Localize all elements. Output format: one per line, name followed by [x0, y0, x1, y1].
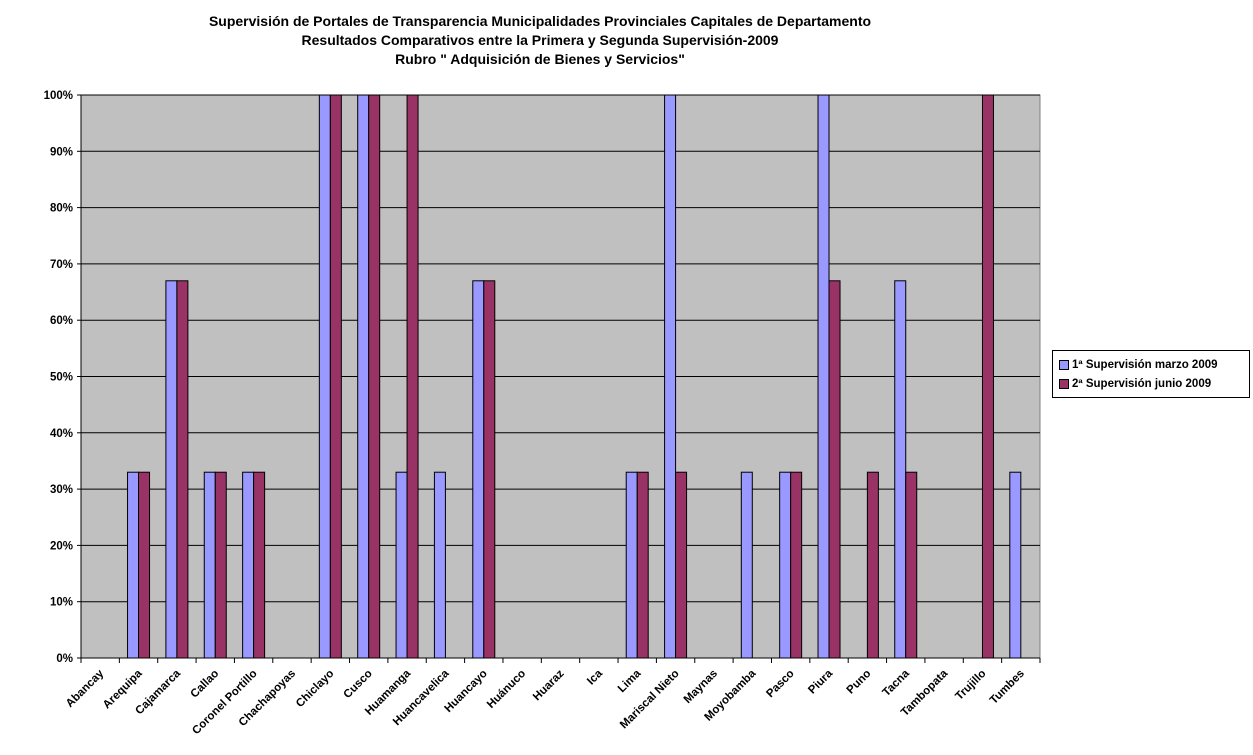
y-tick-label: 30%: [50, 484, 73, 496]
bar-2-cajamarca: [176, 280, 189, 659]
bar-1-huamanga: [395, 471, 408, 659]
y-tick-label: 10%: [50, 597, 73, 609]
chart-title-line-2: Resultados Comparativos entre la Primera…: [301, 32, 779, 48]
bar-2-piura: [828, 280, 841, 659]
legend-swatch-series-2: [1059, 378, 1069, 389]
x-tick-label: Callao: [188, 668, 221, 701]
x-tick-label: Ica: [585, 667, 605, 687]
y-tick-label: 70%: [50, 259, 73, 271]
bar-2-tacna: [905, 471, 918, 659]
bar-2-chiclayo: [329, 94, 342, 659]
bar-1-tacna: [894, 280, 907, 659]
x-tick-label: Puno: [845, 668, 874, 697]
x-tick-label: Lima: [616, 667, 644, 695]
x-tick-label: Huánuco: [485, 668, 528, 711]
y-tick-label: 40%: [50, 428, 73, 440]
y-tick-label: 50%: [50, 372, 73, 384]
bar-1-cusco: [357, 94, 370, 659]
x-tick-label: Piura: [806, 667, 835, 696]
legend: 1ª Supervisión marzo 2009 2ª Supervisión…: [1052, 350, 1250, 398]
bar-1-mariscal-nieto: [664, 94, 677, 659]
legend-label-series-2: 2ª Supervisión junio 2009: [1072, 377, 1212, 390]
x-tick-label: Trujillo: [953, 668, 988, 703]
y-tick-label: 0%: [56, 653, 73, 665]
bar-1-callao: [203, 471, 216, 659]
bar-2-mariscal-nieto: [675, 471, 688, 659]
x-tick-label: Tacna: [880, 667, 912, 699]
bar-2-puno: [866, 471, 879, 659]
y-tick-label: 60%: [50, 315, 73, 327]
bar-2-arequipa: [138, 471, 151, 659]
chart-title: Supervisión de Portales de Transparencia…: [40, 12, 1040, 69]
bar-1-huancavelica: [433, 471, 446, 659]
x-tick-label: Cusco: [341, 668, 374, 701]
y-tick-label: 100%: [44, 90, 73, 102]
x-tick-label: Maynas: [682, 668, 720, 706]
bar-1-tumbes: [1009, 471, 1022, 659]
legend-entry-series-2: 2ª Supervisión junio 2009: [1059, 374, 1243, 393]
chart-title-line-3: Rubro " Adquisición de Bienes y Servicio…: [395, 51, 685, 67]
legend-swatch-series-1: [1059, 359, 1069, 370]
bar-1-cajamarca: [165, 280, 178, 659]
bar-1-chiclayo: [318, 94, 331, 659]
x-tick-label: Coronel Portillo: [190, 668, 259, 737]
bar-1-piura: [817, 94, 830, 659]
bar-1-arequipa: [127, 471, 140, 659]
y-tick-label: 90%: [50, 146, 73, 158]
bar-1-coronel-portillo: [242, 471, 255, 659]
x-tick-label: Huaraz: [531, 667, 567, 703]
bar-1-huancayo: [472, 280, 485, 659]
bar-2-huamanga: [406, 94, 419, 659]
bar-1-moyobamba: [740, 471, 753, 659]
x-tick-label: Chiclayo: [294, 668, 336, 710]
bar-2-coronel-portillo: [253, 471, 266, 659]
bar-2-huancayo: [483, 280, 496, 659]
y-tick-label: 80%: [50, 203, 73, 215]
bar-2-cusco: [368, 94, 381, 659]
bar-2-trujillo: [981, 94, 994, 659]
bar-2-pasco: [790, 471, 803, 659]
chart-title-line-1: Supervisión de Portales de Transparencia…: [208, 13, 872, 29]
bar-1-pasco: [779, 471, 792, 659]
y-tick-label: 20%: [50, 540, 73, 552]
bar-2-callao: [214, 471, 227, 659]
legend-label-series-1: 1ª Supervisión marzo 2009: [1072, 358, 1218, 371]
x-tick-label: Pasco: [764, 668, 796, 700]
bar-1-lima: [625, 471, 638, 659]
bar-2-lima: [636, 471, 649, 659]
legend-entry-series-1: 1ª Supervisión marzo 2009: [1059, 355, 1243, 374]
x-tick-label: Tumbes: [988, 668, 1027, 707]
